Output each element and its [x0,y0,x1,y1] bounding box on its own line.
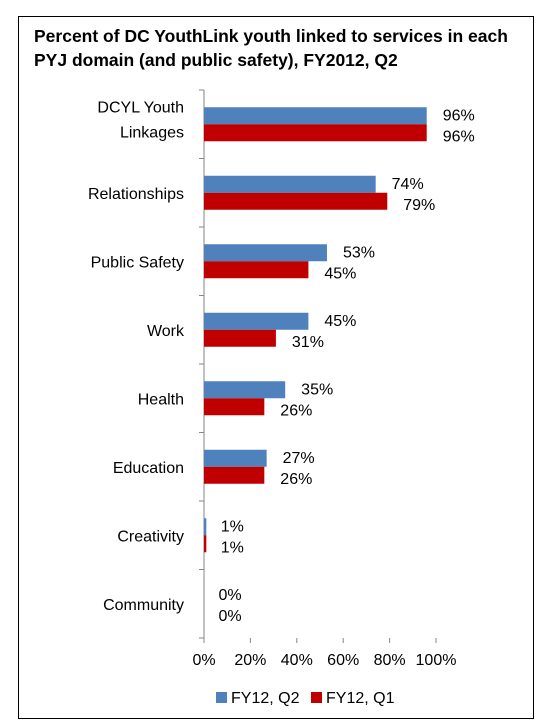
data-label: 45% [324,265,356,282]
legend-label: FY12, Q2 [231,690,300,707]
chart-title: Percent of DC YouthLink youth linked to … [34,26,508,70]
category-label: Creativity [117,528,184,545]
bar-fy12-q2 [204,107,427,125]
data-label: 45% [324,313,356,330]
category-label: Education [113,460,184,477]
x-tick-label: 60% [327,652,359,669]
legend-swatch [311,692,322,703]
data-label: 31% [292,334,324,351]
data-label: 0% [218,608,241,625]
x-tick-label: 100% [416,652,457,669]
data-label: 26% [280,471,312,488]
data-label: 35% [301,381,333,398]
x-tick-label: 0% [192,652,215,669]
data-label: 27% [283,450,315,467]
category-label: Community [103,597,184,614]
x-tick-label: 20% [234,652,266,669]
category-label: Work [147,323,185,340]
data-label: 96% [443,128,475,145]
data-label: 96% [443,107,475,124]
bar-fy12-q1 [204,398,265,416]
bar-fy12-q1 [204,261,309,279]
bar-fy12-q1 [204,329,276,347]
x-tick-label: 80% [374,652,406,669]
data-label: 74% [392,176,424,193]
legend-label: FY12, Q1 [326,690,395,707]
category-label: Relationships [88,186,184,203]
bar-fy12-q2 [204,244,327,262]
data-label: 79% [403,197,435,214]
bar-fy12-q2 [204,312,309,330]
data-label: 1% [221,518,244,535]
category-label: Public Safety [91,254,184,271]
category-label: Health [138,391,184,408]
data-label: 0% [218,587,241,604]
x-tick-label: 40% [281,652,313,669]
bar-fy12-q1 [204,535,207,553]
data-label: 1% [221,539,244,556]
bar-fy12-q2 [204,381,286,399]
bar-fy12-q1 [204,192,388,210]
bar-fy12-q2 [204,518,207,536]
data-label: 53% [343,244,375,261]
bar-fy12-q2 [204,175,376,193]
category-label: DCYL Youth [97,99,184,116]
data-label: 26% [280,402,312,419]
bar-fy12-q1 [204,466,265,484]
category-label: Linkages [120,124,184,141]
legend-swatch [216,692,227,703]
bar-fy12-q2 [204,449,267,467]
bar-fy12-q1 [204,124,427,142]
